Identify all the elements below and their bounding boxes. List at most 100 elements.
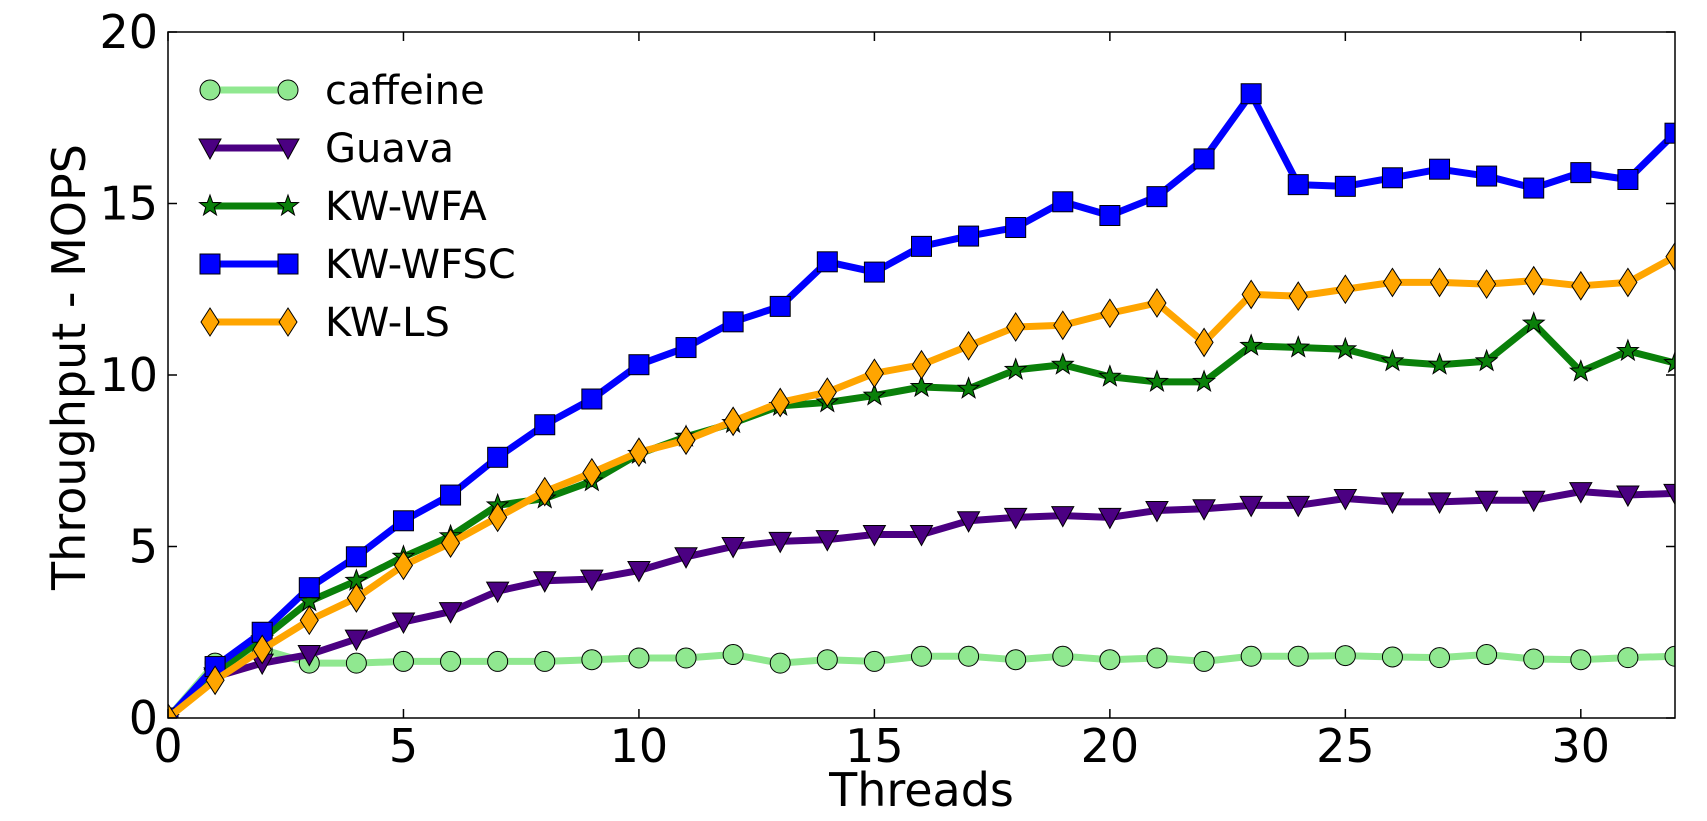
legend-marker xyxy=(276,138,300,161)
legend-marker xyxy=(198,193,222,217)
data-point xyxy=(535,476,555,507)
data-point xyxy=(675,337,697,359)
x-tick-label: 30 xyxy=(1552,719,1611,773)
legend-marker xyxy=(277,253,299,275)
data-point xyxy=(1617,647,1639,669)
data-point xyxy=(1476,165,1498,187)
data-point xyxy=(1146,186,1168,208)
data-point xyxy=(1240,645,1262,667)
data-point xyxy=(864,358,885,389)
data-point xyxy=(1663,350,1675,374)
legend-item: KW-WFA xyxy=(198,184,487,230)
legend-item: Guava xyxy=(198,126,454,172)
legend-marker xyxy=(278,307,298,337)
data-point xyxy=(815,530,840,552)
data-point xyxy=(1381,167,1403,189)
data-point xyxy=(629,437,649,468)
data-point xyxy=(816,649,838,671)
data-point xyxy=(862,383,887,406)
data-point xyxy=(1052,191,1074,213)
y-tick-label: 0 xyxy=(129,691,158,745)
data-point xyxy=(1568,359,1593,382)
legend-label: Guava xyxy=(325,126,454,172)
data-point xyxy=(1050,506,1075,528)
data-point xyxy=(863,650,885,672)
data-point xyxy=(1616,338,1640,362)
data-point xyxy=(958,225,980,247)
data-point xyxy=(345,546,367,568)
data-point xyxy=(534,650,556,672)
legend-label: caffeine xyxy=(325,68,485,114)
data-point xyxy=(1192,499,1216,521)
x-tick-label: 15 xyxy=(845,719,904,773)
data-point xyxy=(345,652,367,674)
legend-label: KW-WFA xyxy=(325,184,487,230)
data-point xyxy=(1335,274,1355,305)
y-tick-label: 15 xyxy=(99,177,158,231)
data-point xyxy=(487,650,509,672)
data-point xyxy=(392,650,414,672)
data-point xyxy=(1192,369,1216,392)
legend: caffeine Guava KW-WFA KW-WFSC KW-LS xyxy=(198,68,516,346)
data-point xyxy=(1053,310,1073,341)
data-point xyxy=(911,645,932,667)
data-point xyxy=(956,376,981,399)
data-point xyxy=(582,457,602,488)
data-point xyxy=(1568,482,1593,504)
data-point xyxy=(1099,205,1121,227)
legend-marker xyxy=(277,79,299,101)
series-guava xyxy=(168,482,1675,718)
data-point xyxy=(956,511,981,533)
x-tick-label: 5 xyxy=(389,719,418,773)
x-axis-title: Threads xyxy=(828,763,1014,816)
series-layer xyxy=(168,83,1675,718)
data-point xyxy=(627,561,651,583)
data-point xyxy=(1194,327,1214,358)
legend-item: KW-LS xyxy=(200,300,450,346)
legend-marker xyxy=(199,79,221,101)
data-point xyxy=(1664,122,1675,144)
data-point xyxy=(205,665,225,696)
data-point xyxy=(1050,352,1075,375)
data-point xyxy=(1427,352,1452,375)
data-point xyxy=(1239,333,1264,356)
data-point xyxy=(168,703,178,718)
data-point xyxy=(675,647,697,669)
series-caffeine xyxy=(168,638,1675,718)
data-point xyxy=(911,349,932,380)
data-point xyxy=(581,388,603,410)
data-point xyxy=(1241,279,1261,310)
data-point xyxy=(1287,645,1309,667)
data-point xyxy=(723,406,743,437)
data-point xyxy=(298,577,320,599)
legend-marker xyxy=(199,253,221,275)
data-point xyxy=(1052,645,1074,667)
data-point xyxy=(1147,288,1167,318)
data-point xyxy=(1146,647,1168,669)
data-point xyxy=(1239,495,1264,518)
data-point xyxy=(297,645,322,667)
x-axis: 0 5 10 15 20 25 30 xyxy=(153,32,1610,773)
legend-marker xyxy=(276,193,300,217)
data-point xyxy=(438,602,463,624)
data-point xyxy=(488,502,508,533)
data-point xyxy=(1003,357,1028,380)
data-point xyxy=(721,537,745,559)
data-point xyxy=(1286,495,1311,518)
legend-marker xyxy=(200,307,220,337)
data-point xyxy=(1100,298,1120,329)
data-point xyxy=(534,414,556,436)
data-point xyxy=(440,650,462,672)
data-point xyxy=(1334,645,1356,667)
series-kw-wfsc xyxy=(168,83,1675,718)
data-point xyxy=(862,524,887,547)
data-point xyxy=(1477,269,1497,300)
data-point xyxy=(674,547,698,569)
data-point xyxy=(299,605,319,636)
data-point xyxy=(958,645,980,667)
data-point xyxy=(1523,177,1545,199)
data-point xyxy=(1474,348,1499,372)
y-axis: 0 5 10 15 20 xyxy=(99,5,1675,745)
data-point xyxy=(863,261,885,283)
